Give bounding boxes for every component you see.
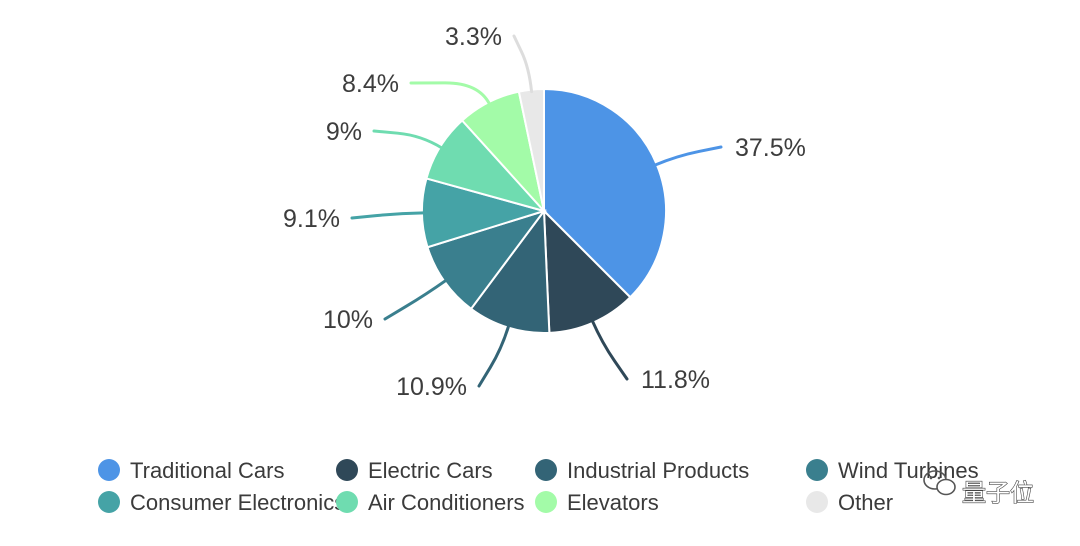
leader-line (372, 129, 444, 150)
legend-item-air-conditioners[interactable]: Air Conditioners (336, 490, 525, 515)
legend-swatch (806, 491, 828, 513)
legend-label: Air Conditioners (368, 490, 525, 515)
legend-item-consumer-electronics[interactable]: Consumer Electronics (98, 490, 345, 515)
legend-swatch (98, 491, 120, 513)
legend: Traditional Cars Electric Cars Industrial … (98, 458, 979, 515)
leader-line (409, 81, 492, 106)
legend-swatch (535, 459, 557, 481)
legend-label: Traditional Cars (130, 458, 284, 483)
leader-line (653, 145, 723, 167)
percent-label: 10.9% (396, 373, 467, 401)
legend-item-industrial-products[interactable]: Industrial Products (535, 458, 749, 483)
legend-label: Other (838, 490, 893, 515)
slices-layer (421, 87, 667, 334)
legend-label: Elevators (567, 490, 659, 515)
percent-label: 3.3% (445, 23, 502, 51)
legend-item-electric-cars[interactable]: Electric Cars (336, 458, 493, 483)
legend-item-wind-turbines[interactable]: Wind Turbines (806, 458, 979, 483)
leader-line (383, 278, 448, 321)
legend-item-elevators[interactable]: Elevators (535, 490, 659, 515)
legend-label: Electric Cars (368, 458, 493, 483)
legend-swatch (98, 459, 120, 481)
leader-line (590, 319, 629, 381)
legend-item-traditional-cars[interactable]: Traditional Cars (98, 458, 284, 483)
legend-swatch (535, 491, 557, 513)
percent-label: 9.1% (283, 205, 340, 233)
legend-swatch (336, 491, 358, 513)
leader-line (350, 211, 426, 220)
watermark-text: 量子位 (962, 479, 1034, 507)
legend-label: Wind Turbines (838, 458, 979, 483)
legend-swatch (806, 459, 828, 481)
legend-label: Consumer Electronics (130, 490, 345, 515)
leader-line (477, 324, 511, 388)
percent-label: 37.5% (735, 134, 806, 162)
watermark: 量子位 (923, 470, 1035, 508)
wechat-icon (923, 470, 956, 496)
percent-label: 10% (323, 306, 373, 334)
leader-line (512, 34, 534, 94)
percent-label: 9% (326, 118, 362, 146)
legend-item-other[interactable]: Other (806, 490, 893, 515)
legend-label: Industrial Products (567, 458, 749, 483)
percent-label: 11.8% (641, 366, 710, 394)
legend-swatch (336, 459, 358, 481)
percent-labels: 37.5% 11.8% 10.9% 10% 9.1% 9% 8.4% 3.3% (283, 23, 806, 401)
percent-label: 8.4% (342, 70, 399, 98)
leader-lines (350, 34, 723, 388)
